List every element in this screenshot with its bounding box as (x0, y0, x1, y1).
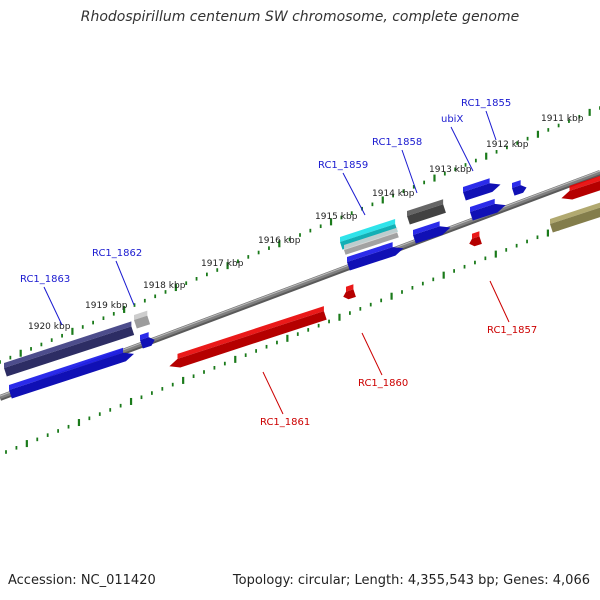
gene-block-rc1-1862 (140, 332, 155, 349)
leader-line (485, 110, 497, 141)
gene-block-red-right-face (561, 180, 600, 200)
gene-block-rc1-1857-face (469, 236, 482, 247)
genome-track (0, 106, 600, 454)
gene-block-small-forward (512, 180, 527, 196)
gene-block-rc1-1859-bevel (347, 242, 393, 262)
map-title: Rhodospirillum centenum SW chromosome, c… (80, 9, 520, 25)
gene-block-rc1-1858 (413, 221, 451, 244)
gene-block-rc1-1863-shade-bevel (4, 321, 132, 368)
scale-label: 1918 kbp (143, 281, 186, 291)
gene-block-rc1-1861-bevel (177, 306, 324, 359)
gene-block-ubix-face (463, 183, 501, 201)
gene-block-rc1-1858-bevel (413, 221, 440, 235)
gene-block-rc1-1859-grey-face (344, 232, 399, 255)
scale-label: 1913 kbp (429, 165, 472, 175)
gene-label: RC1_1861 (260, 417, 310, 428)
gene-block-small-forward-face (512, 185, 527, 196)
gene-block-olive (550, 202, 600, 233)
gene-block-rc1-1857 (469, 231, 482, 247)
gene-block-olive-face (550, 207, 600, 233)
gene-label: RC1_1857 (487, 325, 537, 336)
gene-block-rc1-1858-grey (407, 199, 446, 225)
gene-block-rc1-1855-face (470, 203, 506, 221)
scale-label: 1911 kbp (541, 114, 584, 124)
scale-label: 1920 kbp (28, 322, 71, 332)
gene-block-1862-grey (134, 310, 151, 329)
gene-block-rc1-1862-bevel (140, 332, 149, 340)
gene-block-1862-grey-bevel (134, 310, 148, 320)
gene-block-rc1-1863-shade-face (4, 326, 135, 377)
gene-block-rc1-1863 (9, 347, 134, 399)
gene-label: ubiX (441, 114, 463, 125)
gene-block-1862-grey-face (134, 315, 151, 329)
feature-labels: 1911 kbp 1912 kbp 1913 kbp 1914 kbp 1915 kbp… (20, 98, 584, 428)
scale-label: 1912 kbp (486, 140, 529, 150)
gene-label: RC1_1863 (20, 274, 70, 285)
gene-block-rc1-1861-face (169, 311, 327, 368)
gene-block-red-right (561, 175, 600, 200)
gene-block-rc1-1859 (347, 242, 404, 271)
gene-label: RC1_1860 (358, 378, 408, 389)
leader-line (450, 126, 474, 172)
gene-block-rc1-1862-face (140, 337, 155, 349)
leader-line (342, 172, 366, 216)
gene-block-small-forward-bevel (512, 180, 521, 188)
gene-label: RC1_1858 (372, 137, 422, 148)
gene-label: RC1_1862 (92, 248, 142, 259)
gene-block-rc1-1860-face (343, 289, 356, 300)
gene-block-olive-bevel (550, 202, 600, 224)
leader-line (401, 149, 418, 194)
accession-text: Accession: NC_011420 (8, 573, 156, 588)
gene-block-rc1-1863-bevel (9, 347, 124, 390)
scale-label: 1916 kbp (258, 236, 301, 246)
scale-label: 1914 kbp (372, 189, 415, 199)
scale-label: 1917 kbp (201, 259, 244, 269)
gene-block-rc1-1855-bevel (470, 198, 495, 212)
gene-block-rc1-1858-grey-bevel (407, 199, 444, 216)
gene-block-rc1-1859-face (347, 247, 404, 271)
leader-line (115, 260, 135, 306)
leader-line (43, 286, 63, 326)
gene-block-rc1-1859-cyan-bevel (340, 218, 396, 242)
gene-block-rc1-1859-grey-bevel (344, 227, 398, 250)
scale-label: 1915 kbp (315, 212, 358, 222)
gene-block-ubix-bevel (463, 178, 490, 192)
gene-block-rc1-1863-shade (4, 321, 135, 377)
leader-line (262, 371, 284, 415)
scale-label: 1919 kbp (85, 301, 128, 311)
gene-block-rc1-1857-bevel (471, 231, 480, 239)
gene-block-rc1-1858-grey-face (407, 204, 446, 225)
topology-text: Topology: circular; Length: 4,355,543 bp… (232, 573, 590, 588)
gene-block-rc1-1863-face (9, 352, 134, 399)
gene-block-rc1-1860 (343, 284, 356, 300)
gene-block-ubix (463, 178, 501, 201)
gene-block-rc1-1860-bevel (345, 284, 354, 292)
gene-block-rc1-1858-face (413, 226, 451, 244)
gene-block-rc1-1859-grey (344, 227, 399, 255)
gene-label: RC1_1859 (318, 160, 368, 171)
leader-line (361, 332, 383, 376)
leader-line (489, 280, 510, 323)
gene-block-rc1-1855 (470, 198, 506, 221)
gene-label: RC1_1855 (461, 98, 511, 109)
gene-block-red-right-bevel (569, 175, 600, 191)
gene-block-rc1-1861 (169, 306, 327, 368)
